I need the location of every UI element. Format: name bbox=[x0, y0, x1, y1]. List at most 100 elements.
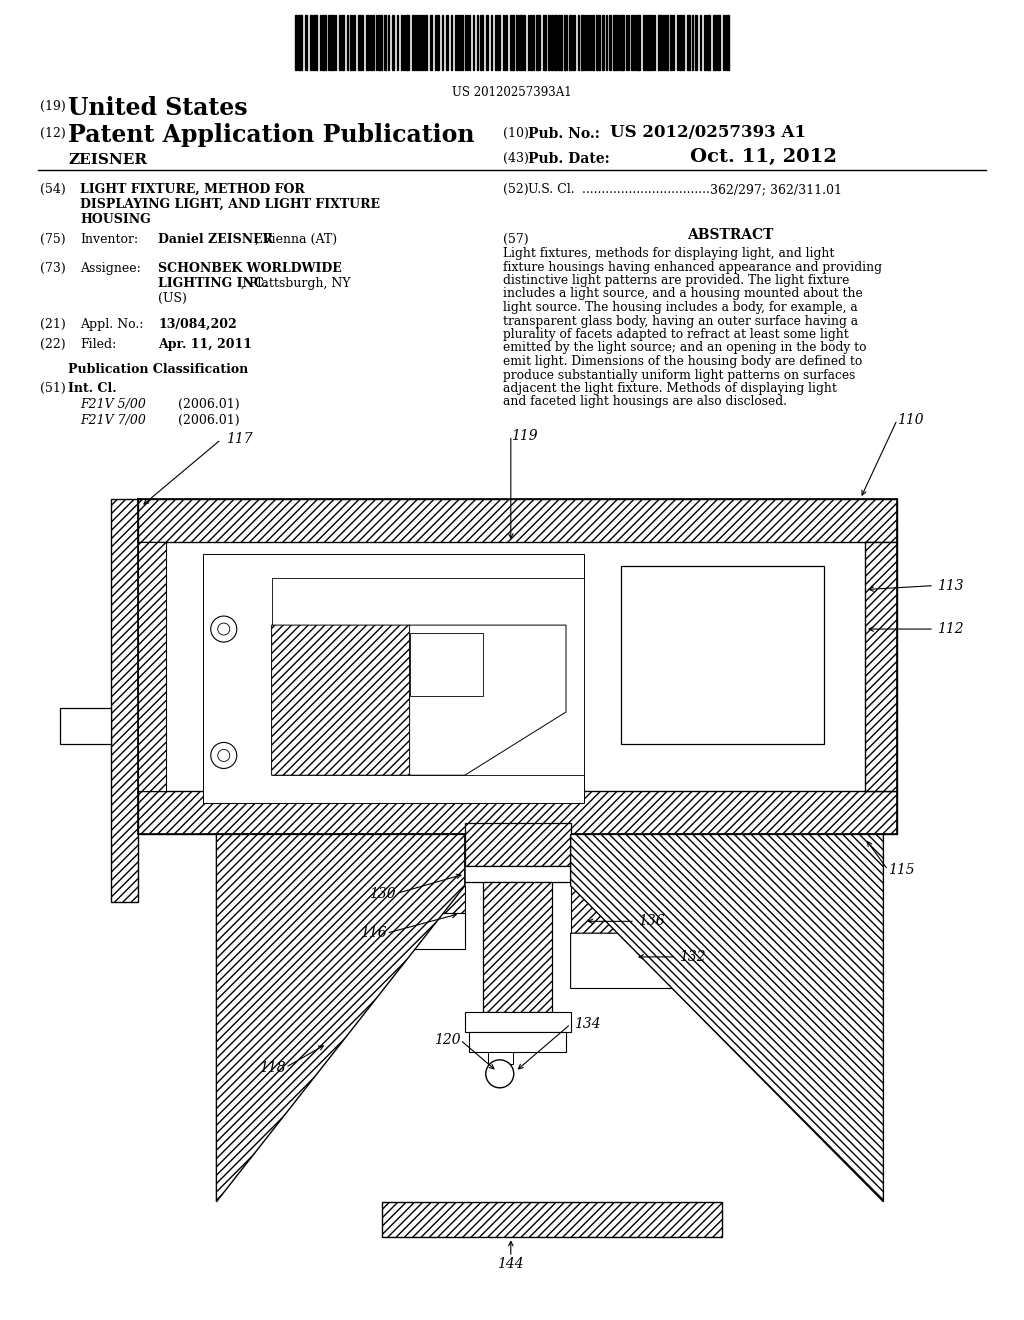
Polygon shape bbox=[410, 626, 566, 775]
Polygon shape bbox=[465, 1012, 570, 1032]
Bar bbox=[421, 15, 423, 70]
Text: (21): (21) bbox=[40, 318, 66, 331]
Text: 113: 113 bbox=[937, 578, 964, 593]
Text: Oct. 11, 2012: Oct. 11, 2012 bbox=[690, 148, 837, 166]
Text: light source. The housing includes a body, for example, a: light source. The housing includes a bod… bbox=[503, 301, 858, 314]
Polygon shape bbox=[341, 913, 465, 949]
Polygon shape bbox=[221, 834, 465, 1151]
Bar bbox=[643, 15, 646, 70]
Text: (22): (22) bbox=[40, 338, 66, 351]
Text: Patent Application Publication: Patent Application Publication bbox=[68, 123, 474, 147]
Bar bbox=[370, 15, 372, 70]
Text: 134: 134 bbox=[573, 1016, 600, 1031]
Bar bbox=[358, 15, 361, 70]
Text: .................................: ................................. bbox=[578, 183, 710, 195]
Polygon shape bbox=[465, 822, 570, 866]
Text: LIGHTING INC.: LIGHTING INC. bbox=[158, 277, 268, 290]
Polygon shape bbox=[382, 1201, 722, 1237]
Bar bbox=[687, 15, 690, 70]
Text: Publication Classification: Publication Classification bbox=[68, 363, 248, 376]
Bar bbox=[505, 15, 507, 70]
Bar bbox=[416, 15, 418, 70]
Text: (19): (19) bbox=[40, 100, 66, 114]
Text: (52): (52) bbox=[503, 183, 528, 195]
Bar bbox=[497, 15, 500, 70]
Bar bbox=[412, 15, 415, 70]
Polygon shape bbox=[570, 933, 677, 989]
Text: 115: 115 bbox=[888, 863, 914, 876]
Bar bbox=[461, 15, 463, 70]
Bar bbox=[602, 15, 604, 70]
Circle shape bbox=[218, 750, 229, 762]
Polygon shape bbox=[622, 566, 823, 743]
Polygon shape bbox=[138, 543, 166, 791]
Text: HOUSING: HOUSING bbox=[80, 213, 151, 226]
Bar bbox=[609, 15, 611, 70]
Text: (51): (51) bbox=[40, 381, 66, 395]
Text: United States: United States bbox=[68, 96, 248, 120]
Text: Light fixtures, methods for displaying light, and light: Light fixtures, methods for displaying l… bbox=[503, 247, 835, 260]
Polygon shape bbox=[216, 834, 465, 1201]
Polygon shape bbox=[138, 499, 897, 543]
Bar bbox=[707, 15, 710, 70]
Bar bbox=[480, 15, 483, 70]
Bar bbox=[573, 15, 575, 70]
Polygon shape bbox=[456, 866, 580, 882]
Text: US 20120257393A1: US 20120257393A1 bbox=[453, 86, 571, 99]
Text: fixture housings having enhanced appearance and providing: fixture housings having enhanced appeara… bbox=[503, 260, 882, 273]
Text: 136: 136 bbox=[638, 915, 665, 928]
Bar bbox=[631, 15, 633, 70]
Bar bbox=[384, 15, 386, 70]
Bar bbox=[330, 15, 334, 70]
Bar bbox=[378, 15, 382, 70]
Text: 117: 117 bbox=[226, 433, 253, 446]
Text: plurality of facets adapted to refract at least some light: plurality of facets adapted to refract a… bbox=[503, 327, 849, 341]
Text: emit light. Dimensions of the housing body are defined to: emit light. Dimensions of the housing bo… bbox=[503, 355, 862, 368]
Text: (12): (12) bbox=[40, 127, 66, 140]
Bar bbox=[353, 15, 355, 70]
Text: transparent glass body, having an outer surface having a: transparent glass body, having an outer … bbox=[503, 314, 858, 327]
Text: (73): (73) bbox=[40, 261, 66, 275]
Bar bbox=[651, 15, 653, 70]
Polygon shape bbox=[138, 791, 897, 834]
Polygon shape bbox=[570, 834, 884, 1201]
Bar bbox=[620, 15, 624, 70]
Text: Filed:: Filed: bbox=[80, 338, 117, 351]
Text: F21V 7/00: F21V 7/00 bbox=[80, 414, 145, 426]
Text: and faceted light housings are also disclosed.: and faceted light housings are also disc… bbox=[503, 396, 787, 408]
Text: (57): (57) bbox=[503, 234, 528, 246]
Bar bbox=[366, 15, 369, 70]
Bar bbox=[305, 15, 307, 70]
Circle shape bbox=[485, 1060, 514, 1088]
Text: 119: 119 bbox=[511, 429, 538, 442]
Circle shape bbox=[218, 623, 229, 635]
Text: Daniel ZEISNER: Daniel ZEISNER bbox=[158, 234, 273, 246]
Bar bbox=[406, 15, 409, 70]
Bar bbox=[682, 15, 684, 70]
Text: 120: 120 bbox=[433, 1032, 460, 1047]
Text: (54): (54) bbox=[40, 183, 66, 195]
Bar bbox=[695, 15, 697, 70]
Polygon shape bbox=[483, 882, 552, 1012]
Bar bbox=[455, 15, 457, 70]
Circle shape bbox=[211, 742, 237, 768]
Text: distinctive light patterns are provided. The light fixture: distinctive light patterns are provided.… bbox=[503, 275, 849, 286]
Bar bbox=[665, 15, 668, 70]
Bar bbox=[636, 15, 640, 70]
Text: , Vienna (AT): , Vienna (AT) bbox=[255, 234, 337, 246]
Bar bbox=[592, 15, 594, 70]
Text: ZEISNER: ZEISNER bbox=[68, 153, 147, 168]
Text: 116: 116 bbox=[360, 927, 387, 940]
Text: 144: 144 bbox=[498, 1257, 524, 1271]
Text: Pub. Date:: Pub. Date: bbox=[528, 152, 609, 166]
Bar bbox=[670, 15, 672, 70]
Bar bbox=[458, 15, 460, 70]
Polygon shape bbox=[373, 886, 465, 913]
Bar bbox=[516, 15, 518, 70]
Text: (2006.01): (2006.01) bbox=[178, 399, 240, 411]
Bar bbox=[530, 15, 532, 70]
Bar bbox=[339, 15, 341, 70]
Bar bbox=[548, 15, 550, 70]
Text: Appl. No.:: Appl. No.: bbox=[80, 318, 143, 331]
Bar bbox=[298, 15, 302, 70]
